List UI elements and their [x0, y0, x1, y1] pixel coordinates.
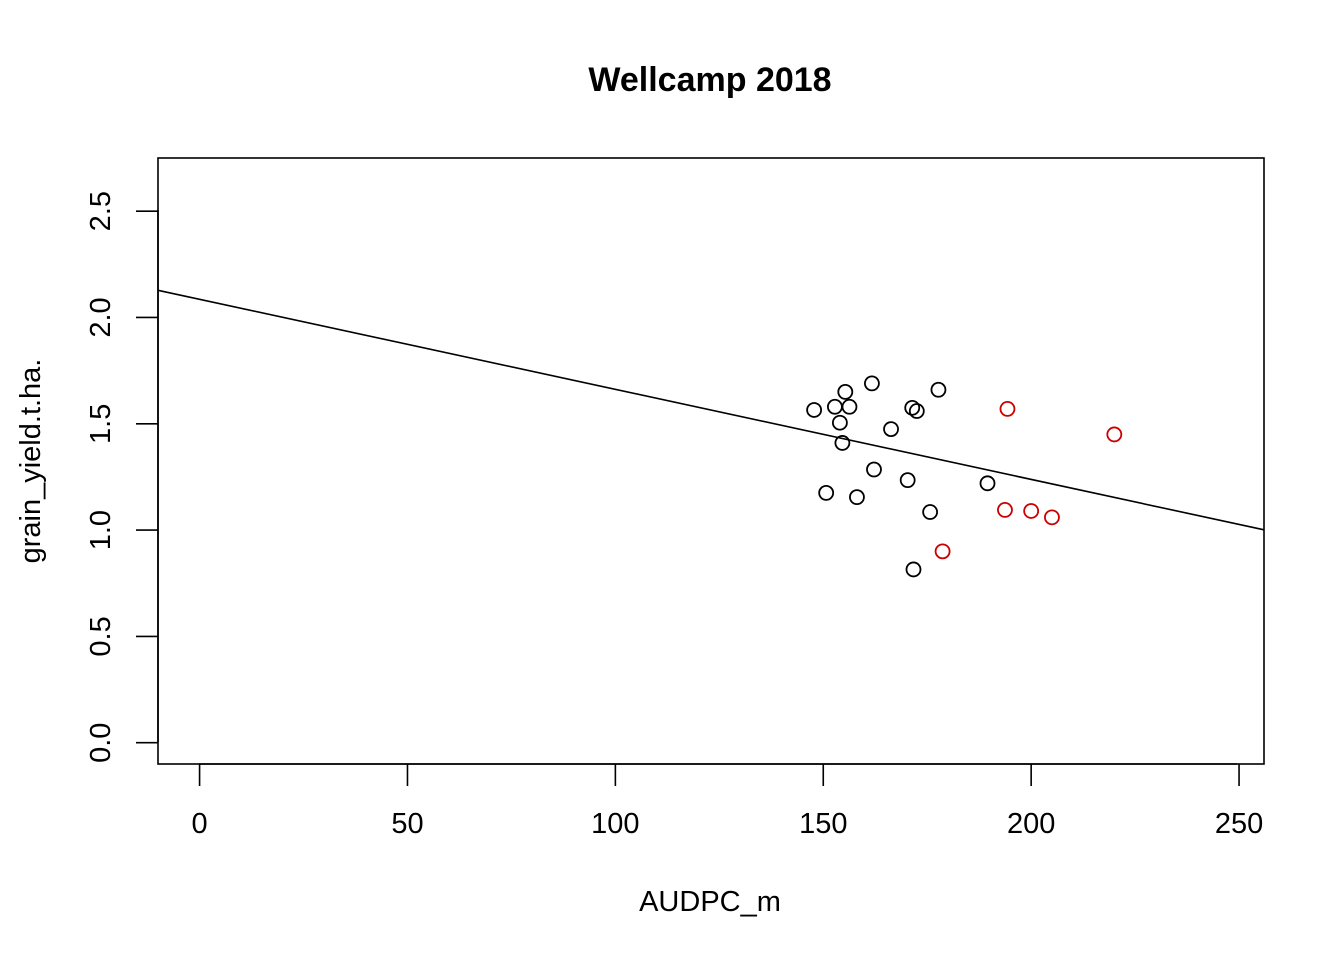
data-point — [997, 502, 1013, 518]
regression-line — [157, 289, 1265, 531]
data-point — [979, 475, 996, 492]
data-point — [934, 543, 951, 560]
data-point — [827, 398, 843, 415]
x-tick-label: 150 — [799, 808, 847, 840]
data-point — [905, 561, 922, 578]
data-point — [904, 399, 921, 416]
y-tick-label: 1.0 — [85, 510, 117, 550]
data-point — [899, 472, 916, 489]
data-point — [883, 421, 899, 438]
y-tick-label: 1.5 — [85, 404, 117, 444]
x-axis-label: AUDPC_m — [639, 886, 781, 918]
data-point — [1106, 426, 1123, 443]
y-tick-label: 0.0 — [85, 723, 117, 763]
data-point — [922, 504, 939, 520]
data-point — [866, 461, 882, 478]
x-axis: 0 50 100 150 200 250 — [192, 763, 1263, 840]
plot-frame — [157, 157, 1265, 765]
y-axis: 0.0 0.5 1.0 1.5 2.0 2.5 — [85, 191, 159, 763]
x-tick-label: 50 — [391, 808, 423, 840]
data-point — [841, 398, 858, 415]
y-tick-label: 0.5 — [85, 616, 117, 656]
data-point — [999, 401, 1016, 417]
data-point — [818, 484, 835, 501]
data-point — [834, 435, 851, 451]
data-point — [1044, 509, 1060, 526]
data-point — [831, 414, 848, 431]
x-tick-label: 100 — [591, 808, 639, 840]
y-axis-label: grain_yield.t.ha. — [15, 359, 47, 564]
data-point — [930, 381, 947, 398]
data-point — [849, 489, 865, 506]
data-points — [806, 375, 1123, 578]
x-tick-label: 200 — [1007, 808, 1055, 840]
data-point — [837, 383, 854, 400]
data-point — [908, 403, 925, 419]
y-tick-label: 2.5 — [85, 191, 117, 231]
data-point — [864, 375, 880, 392]
chart-title: Wellcamp 2018 — [588, 61, 831, 99]
x-tick-label: 0 — [192, 808, 208, 840]
y-tick-label: 2.0 — [85, 297, 117, 337]
data-point — [806, 402, 823, 418]
regression-line-group — [157, 289, 1265, 531]
x-tick-label: 250 — [1215, 808, 1263, 840]
data-point — [1023, 503, 1040, 519]
